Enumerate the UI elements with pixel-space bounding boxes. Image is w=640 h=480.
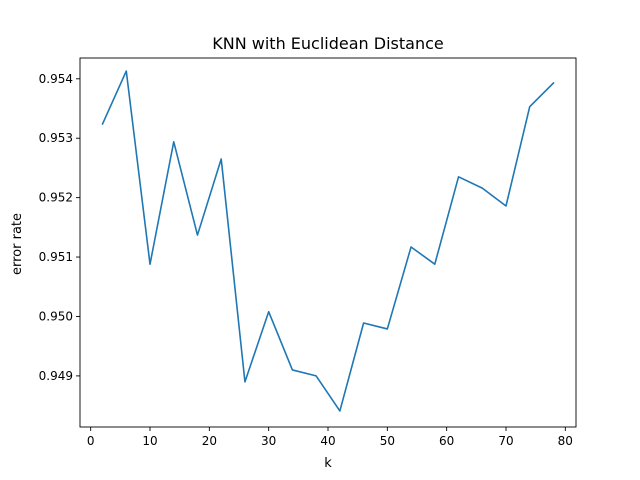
x-tick-label: 80 [558,434,573,448]
y-tick-label: 0.950 [39,309,73,323]
chart-title: KNN with Euclidean Distance [212,34,443,53]
x-axis-label: k [324,456,332,471]
y-axis-label: error rate [10,213,25,275]
x-tick-label: 30 [261,434,276,448]
x-tick-label: 40 [320,434,335,448]
x-tick-label: 50 [380,434,395,448]
x-tick-label: 20 [202,434,217,448]
x-tick-label: 0 [87,434,95,448]
x-tick-label: 60 [439,434,454,448]
y-tick-label: 0.954 [39,72,73,86]
y-tick-label: 0.951 [39,250,73,264]
x-tick-label: 70 [498,434,513,448]
y-tick-label: 0.952 [39,191,73,205]
plot-area: 0 10 20 30 40 50 60 70 80 0.949 0.950 0.951 0.952 0.9… [39,57,577,448]
y-tick-label: 0.953 [39,131,73,145]
y-tick-label: 0.949 [39,369,73,383]
series-line-0 [101,70,555,412]
x-tick-label: 10 [142,434,157,448]
